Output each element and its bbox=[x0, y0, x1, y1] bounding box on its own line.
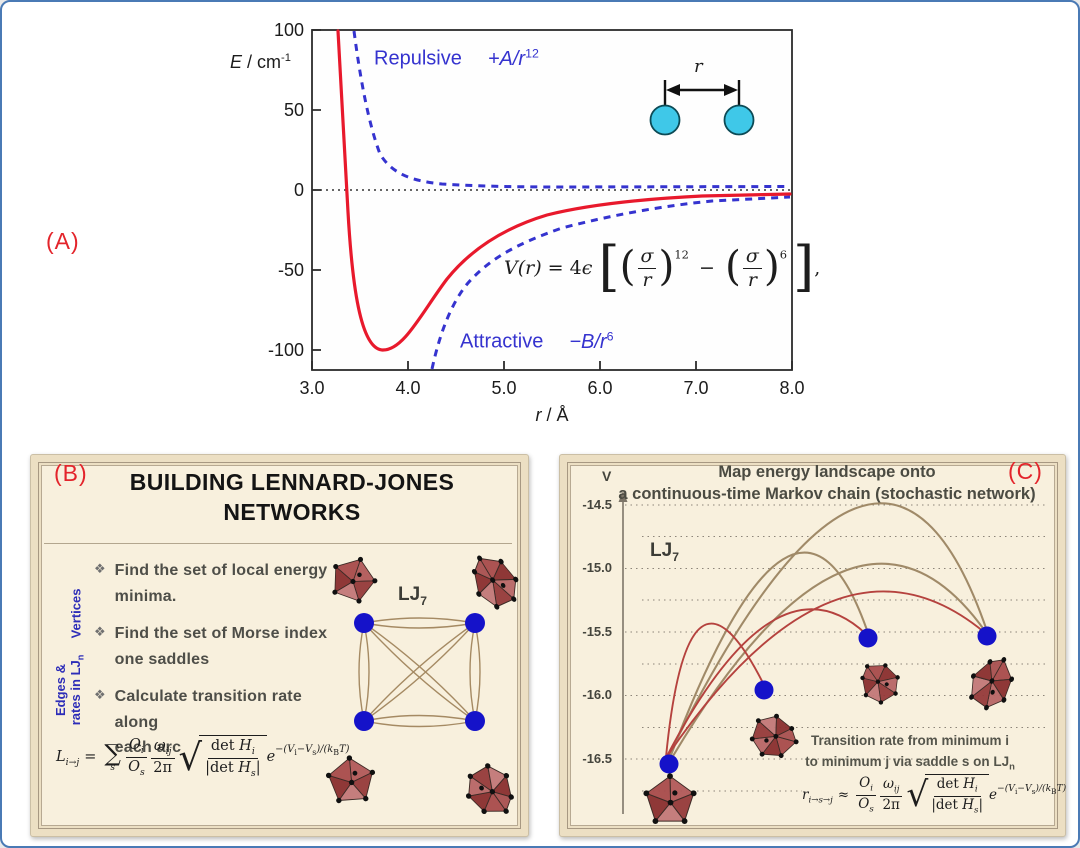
minima-nodes bbox=[659, 626, 997, 774]
v-tick: -14.5 bbox=[582, 497, 612, 512]
y-tick: -100 bbox=[267, 340, 304, 360]
diamond-bullet-icon: ❖ bbox=[94, 686, 106, 702]
lj7-cluster-icon bbox=[323, 548, 384, 608]
v-tick: -15.5 bbox=[582, 624, 612, 639]
minimum-node bbox=[858, 628, 878, 648]
network-nodes bbox=[354, 613, 485, 731]
minimum-node bbox=[754, 680, 774, 700]
v-tick: -16.0 bbox=[582, 687, 612, 702]
rate-formula-c: ri→s→j ≈ Oi Os ωij 2π √ det Hi |det Hs| e−(Vi−Vs)… bbox=[802, 774, 1067, 817]
atom-pair-inset bbox=[649, 80, 755, 136]
x-tick: 4.0 bbox=[395, 378, 421, 398]
x-tick: 3.0 bbox=[299, 378, 325, 398]
x-tick: 7.0 bbox=[683, 378, 709, 398]
energy-landscape-network bbox=[618, 491, 1048, 825]
x-tick: 8.0 bbox=[779, 378, 805, 398]
minimum-node bbox=[354, 613, 374, 633]
v-tick: -15.0 bbox=[582, 560, 612, 575]
lj7-cluster-icon bbox=[455, 753, 529, 828]
edges-side-label: Edges & rates in LJn bbox=[53, 654, 86, 726]
lj-potential-plot bbox=[311, 29, 793, 371]
lj7-cluster-icon bbox=[642, 772, 698, 825]
energy-axis bbox=[618, 491, 628, 814]
minimum-node bbox=[977, 626, 997, 646]
y-axis-title: E / cm-1 bbox=[230, 52, 291, 72]
vertices-side-label: Vertices bbox=[68, 588, 84, 639]
lj7-graph-label: LJ7 bbox=[398, 584, 427, 608]
diamond-bullet-icon: ❖ bbox=[94, 561, 106, 576]
minimum-node bbox=[659, 754, 679, 774]
title-divider bbox=[44, 543, 512, 544]
lj-equation: V(r) = 4ϵ [(σ r)12 − (σ r)6 ], bbox=[504, 234, 821, 298]
slide-c-title: Map energy landscape onto a continuous-t… bbox=[618, 463, 1036, 504]
x-axis-title: r / Å bbox=[535, 405, 569, 425]
panel-b-slide bbox=[30, 454, 529, 837]
method-steps: ❖ Find the set of local energy minima. ❖ … bbox=[94, 558, 329, 772]
slide-b-title: BUILDING LENNARD-JONES NETWORKS bbox=[129, 469, 455, 525]
y-tick: 50 bbox=[283, 100, 304, 120]
lj7-cluster-icon bbox=[959, 646, 1024, 718]
attractive-curve bbox=[430, 195, 791, 370]
axis-ticks bbox=[311, 29, 793, 370]
list-item: ❖ Calculate transition rate along each ar… bbox=[94, 684, 329, 762]
v-tick: -16.5 bbox=[582, 751, 612, 766]
lj-total-curve bbox=[336, 29, 792, 352]
arrow-left-icon bbox=[666, 84, 680, 96]
panel-c-label: (C) bbox=[1008, 458, 1043, 484]
atom-icon bbox=[723, 104, 755, 136]
minimum-node bbox=[465, 711, 485, 731]
transition-rate-note: Transition rate from minimum i to minimu… bbox=[805, 733, 1015, 773]
y-tick: 100 bbox=[273, 20, 304, 40]
diamond-bullet-icon: ❖ bbox=[94, 623, 106, 639]
v-axis-label: V bbox=[602, 468, 612, 484]
attractive-annotation: Attractive −B/r6 bbox=[460, 329, 614, 353]
inset-r-label: r bbox=[694, 56, 703, 77]
repulsive-curve bbox=[352, 30, 791, 189]
x-tick: 5.0 bbox=[491, 378, 517, 398]
x-tick: 6.0 bbox=[587, 378, 613, 398]
lj7-network-graph bbox=[323, 543, 529, 828]
list-item: ❖ Find the set of Morse index one saddles bbox=[94, 621, 329, 673]
transition-arcs bbox=[665, 502, 988, 758]
atom-icon bbox=[649, 104, 681, 136]
lj7-landscape-label: LJ7 bbox=[650, 540, 679, 564]
lj7-cluster-icon bbox=[848, 652, 909, 713]
y-tick: 0 bbox=[293, 180, 304, 200]
minimum-node bbox=[465, 613, 485, 633]
panel-a-label: (A) bbox=[46, 228, 80, 254]
axis-arrow-icon bbox=[618, 491, 628, 502]
list-item: ❖ Find the set of local energy minima. bbox=[94, 558, 329, 610]
panel-b-label: (B) bbox=[54, 460, 88, 486]
arrow-right-icon bbox=[724, 84, 738, 96]
network-edges bbox=[358, 617, 481, 728]
minimum-node bbox=[354, 711, 374, 731]
rate-formula-b: Li→j = ∑ s Oi Os ωij 2π √ det Hi |det Hs| e−(Vi−Vs)… bbox=[56, 735, 350, 780]
panel-c-slide bbox=[559, 454, 1066, 837]
lj7-cluster-icon bbox=[458, 543, 529, 619]
repulsive-annotation: Repulsive +A/r12 bbox=[374, 46, 539, 70]
y-tick: -50 bbox=[277, 260, 304, 280]
